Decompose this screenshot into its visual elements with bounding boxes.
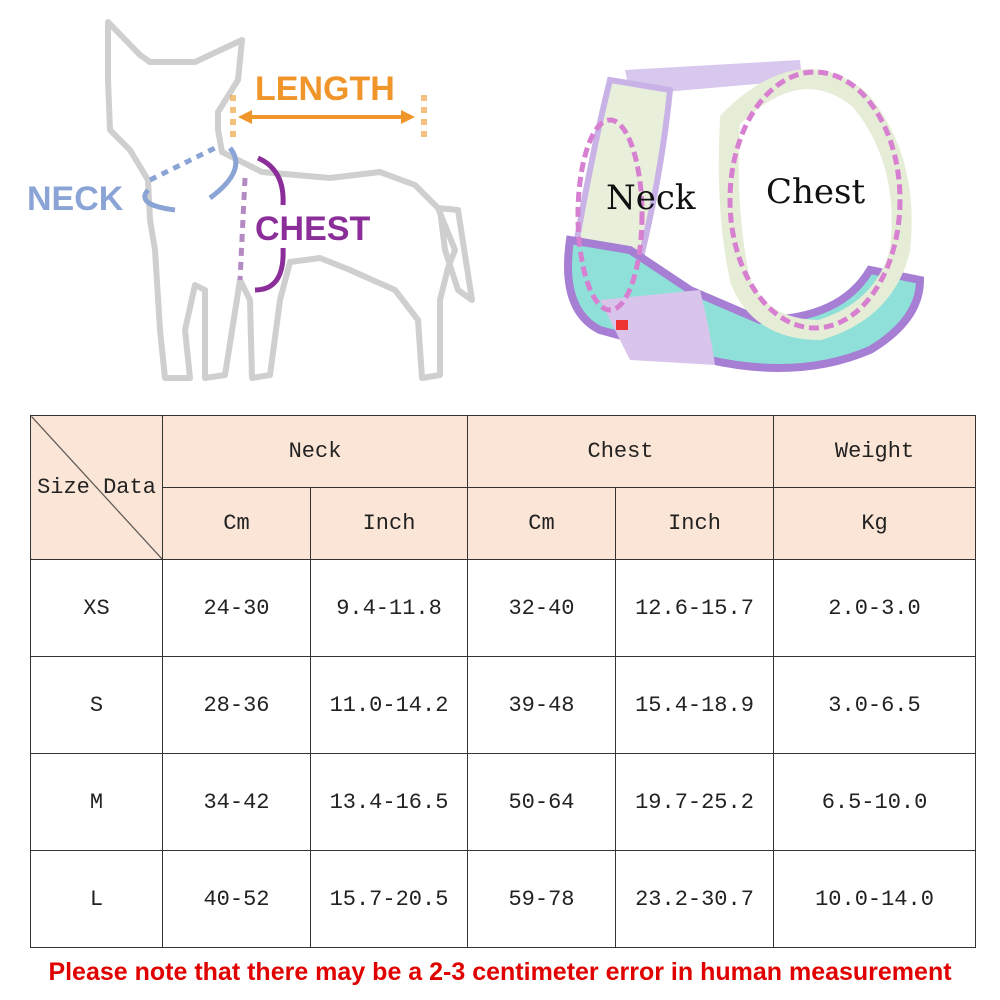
neck-indicator [142, 145, 239, 213]
harness-chest-label: Chest [766, 172, 866, 212]
group-header-chest: Chest [466, 415, 775, 488]
header-row-units: Cm Inch Cm Inch Kg [31, 487, 977, 560]
table-row: S 28-36 11.0-14.2 39-48 15.4-18.9 3.0-6.… [30, 656, 977, 754]
chest-outline [727, 69, 903, 331]
value-cell: 39-48 [467, 656, 616, 754]
harness-front-panel [600, 290, 715, 365]
corner-size-label: Size [37, 475, 90, 500]
unit-header: Inch [310, 487, 468, 560]
size-cell: M [30, 753, 163, 851]
unit-header: Cm [162, 487, 311, 560]
dog-outline [105, 19, 475, 381]
value-cell: 32-40 [467, 559, 616, 657]
value-cell: 11.0-14.2 [310, 656, 468, 754]
value-cell: 19.7-25.2 [614, 753, 775, 851]
value-cell: 50-64 [467, 753, 616, 851]
value-cell: 9.4-11.8 [310, 559, 468, 657]
value-cell: 6.5-10.0 [773, 753, 977, 851]
group-header-neck: Neck [162, 415, 468, 488]
value-cell: 15.4-18.9 [614, 656, 775, 754]
harness-chest-strap [718, 69, 912, 341]
neck-label: NECK [27, 180, 124, 218]
value-cell: 3.0-6.5 [773, 656, 977, 754]
unit-header: Kg [773, 487, 977, 560]
harness-strap-back [625, 60, 802, 95]
neck-outline [575, 117, 645, 313]
unit-header: Inch [614, 487, 775, 560]
group-header-weight: Weight [773, 415, 977, 488]
value-cell: 59-78 [467, 850, 616, 948]
chest-label: CHEST [255, 210, 371, 248]
corner-header-cell: Size Data [30, 415, 163, 560]
unit-header: Cm [467, 487, 616, 560]
harness-neck-label: Neck [606, 178, 696, 218]
value-cell: 13.4-16.5 [310, 753, 468, 851]
value-cell: 15.7-20.5 [310, 850, 468, 948]
table-row: L 40-52 15.7-20.5 59-78 23.2-30.7 10.0-1… [30, 850, 977, 948]
value-cell: 23.2-30.7 [614, 850, 775, 948]
length-indicator [230, 95, 427, 140]
harness-tag [616, 320, 628, 330]
value-cell: 40-52 [162, 850, 311, 948]
value-cell: 24-30 [162, 559, 311, 657]
size-chart-table: Size Data Neck Chest Weight Cm Inch Cm I… [30, 415, 977, 948]
size-cell: XS [30, 559, 163, 657]
value-cell: 34-42 [162, 753, 311, 851]
size-cell: S [30, 656, 163, 754]
header-row-groups: Size Data Neck Chest Weight [30, 415, 977, 560]
size-cell: L [30, 850, 163, 948]
value-cell: 10.0-14.0 [773, 850, 977, 948]
dog-measurement-diagram [105, 19, 475, 381]
table-row: M 34-42 13.4-16.5 50-64 19.7-25.2 6.5-10… [30, 753, 977, 851]
value-cell: 2.0-3.0 [773, 559, 977, 657]
value-cell: 28-36 [162, 656, 311, 754]
harness-image [564, 60, 925, 372]
measurement-error-note: Please note that there may be a 2-3 cent… [48, 958, 952, 986]
corner-data-label: Data [103, 475, 156, 500]
value-cell: 12.6-15.7 [614, 559, 775, 657]
length-label: LENGTH [255, 70, 395, 108]
chest-indicator [237, 155, 286, 293]
table-row: XS 24-30 9.4-11.8 32-40 12.6-15.7 2.0-3.… [30, 559, 977, 657]
